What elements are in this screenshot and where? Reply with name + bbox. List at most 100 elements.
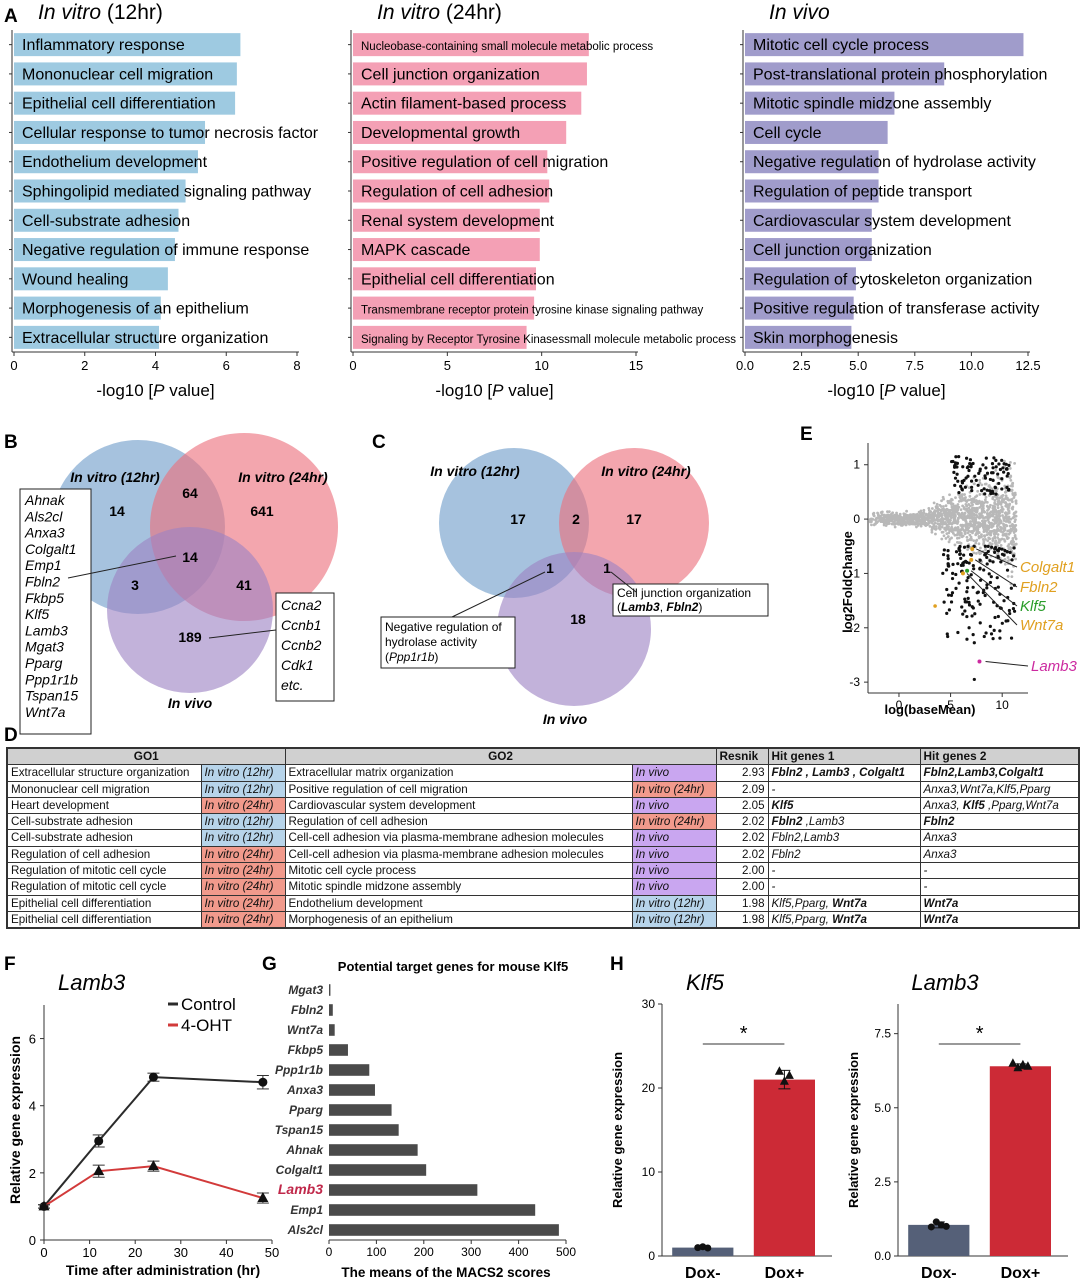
- ma-point-ns: [978, 493, 982, 496]
- cell-go2-condition: In vitro (24hr): [631, 780, 717, 798]
- gene-item-left: Ahnak: [24, 492, 66, 508]
- ma-point-down: [1000, 547, 1004, 551]
- hit-gene-text: ,Pparg,Wnt7a: [984, 798, 1059, 812]
- ma-y-tick-label: 1: [853, 458, 860, 472]
- bar-label-fkbp5: Fkbp5: [288, 1043, 324, 1057]
- ma-point-down: [1012, 554, 1016, 558]
- ma-point-down: [950, 591, 955, 595]
- cell-go2: Cell-cell adhesion via plasma-membrane a…: [284, 829, 633, 847]
- ma-point-up: [964, 456, 969, 460]
- bar-chart-x-tick-label: 500: [556, 1245, 576, 1259]
- ma-point-ns: [994, 495, 998, 498]
- ma-point-up: [993, 485, 997, 489]
- panel-label-d: D: [4, 725, 18, 746]
- ma-point-ns: [954, 496, 957, 500]
- ma-point-ns: [944, 537, 948, 540]
- ma-point-up: [964, 476, 968, 480]
- hit-gene-text: Anxa3,: [923, 798, 963, 812]
- ma-point-ns: [887, 514, 891, 518]
- ma-point-down: [1009, 636, 1014, 640]
- ma-point-ns: [921, 515, 925, 518]
- ma-point-klf5: [965, 568, 970, 573]
- ma-point-down: [1012, 609, 1017, 613]
- ma-point-ns: [974, 541, 978, 545]
- x-tick-label-vivo: 12.5: [1015, 358, 1040, 373]
- ma-point-up: [959, 484, 963, 489]
- h-chart-ylabel: Relative gene expression: [846, 1052, 861, 1208]
- line-point-4oht: [38, 1200, 50, 1211]
- cell-go1-condition: In vitro (24hr): [200, 862, 286, 880]
- bar-label-vitro12: Epithelial cell differentiation: [22, 96, 216, 113]
- ma-point-ns: [978, 521, 982, 525]
- ma-point-up: [984, 456, 988, 460]
- ma-point-ns: [976, 532, 980, 535]
- h-chart-y-tick-label: 7.5: [874, 1027, 891, 1041]
- ma-point-ns: [1004, 501, 1008, 504]
- ma-point-ns: [1012, 496, 1016, 499]
- ma-label-klf5: Klf5: [1020, 598, 1047, 615]
- ma-point-up: [1007, 487, 1011, 491]
- h-bar-dox: [989, 1066, 1051, 1256]
- line-point-4oht: [93, 1165, 105, 1176]
- ma-point-ns: [898, 512, 902, 516]
- ma-point-ns: [1008, 460, 1012, 464]
- bar-label-vitro24: Renal system development: [361, 213, 555, 230]
- ma-point-ns: [947, 531, 951, 535]
- bar-label-ahnak: Ahnak: [285, 1143, 324, 1157]
- ma-point-ns: [965, 507, 969, 511]
- bar-label-vitro24: Positive regulation of cell migration: [361, 154, 608, 171]
- x-tick-label-vitro12: 2: [81, 358, 88, 373]
- ma-point-up: [990, 471, 994, 475]
- ma-point-ns: [1008, 498, 1012, 502]
- ma-point-down: [958, 552, 962, 556]
- ma-point-ns: [986, 539, 990, 543]
- gene-item-left: Colgalt1: [25, 541, 76, 557]
- ma-point-ns: [889, 519, 893, 522]
- ma-point-down: [966, 596, 970, 601]
- gene-item-left: Anxa3: [24, 525, 65, 541]
- ma-point-ns: [977, 499, 981, 503]
- ma-point-up: [994, 492, 998, 496]
- bar-label-vitro24: Signaling by Receptor Tyrosine Kinasessm…: [361, 334, 736, 346]
- ma-point-down: [1007, 608, 1011, 613]
- ma-point-ns: [993, 502, 997, 506]
- ma-point-ns: [988, 530, 992, 534]
- ma-point-ns: [946, 508, 950, 512]
- ma-point-ns: [1007, 547, 1011, 551]
- ma-point-ns: [930, 526, 934, 530]
- ma-point-ns: [1010, 575, 1014, 579]
- ma-point-ns: [999, 508, 1003, 512]
- ma-point-ns: [972, 551, 976, 555]
- ma-point-ns: [1010, 506, 1014, 510]
- ma-point-ns: [874, 518, 877, 522]
- cell-go1: Mononuclear cell migration: [6, 780, 202, 798]
- ma-point-ns: [988, 522, 992, 526]
- ma-point-down: [967, 626, 971, 630]
- ma-point-ns: [980, 483, 984, 487]
- ma-point-ns: [979, 515, 983, 519]
- bar-label-vitro24: Cell junction organization: [361, 66, 540, 83]
- h-chart-y-tick-label: 5.0: [874, 1101, 891, 1115]
- table-row: Epithelial cell differentiation In vitro …: [6, 894, 1080, 912]
- cell-hit-genes-1: Fbln2,Lamb3: [767, 829, 921, 847]
- ma-point-ns: [964, 496, 967, 499]
- ma-point-up: [978, 469, 982, 473]
- h-chart-y-tick-label: 30: [642, 997, 656, 1011]
- ma-point-ns: [1008, 531, 1012, 535]
- cell-go1: Epithelial cell differentiation: [6, 910, 202, 929]
- ma-point-ns: [1011, 537, 1015, 540]
- ma-point-ns: [998, 496, 1001, 500]
- ma-point-ns: [962, 514, 966, 518]
- gene-item-right: Ccnb2: [281, 637, 322, 653]
- venn-c-circle-vivo: [497, 552, 651, 706]
- ma-point-ns: [998, 501, 1002, 504]
- ma-point-ns: [978, 481, 982, 485]
- ma-point-ns: [870, 520, 873, 524]
- ma-point-ns: [934, 525, 938, 528]
- ma-point-down: [956, 562, 960, 566]
- ma-point-ns: [996, 552, 1000, 556]
- ma-point-ns: [969, 535, 973, 539]
- ma-point-up: [1002, 462, 1006, 466]
- ma-point-ns: [894, 514, 898, 518]
- venn-c-count-12-vivo: 1: [546, 560, 554, 576]
